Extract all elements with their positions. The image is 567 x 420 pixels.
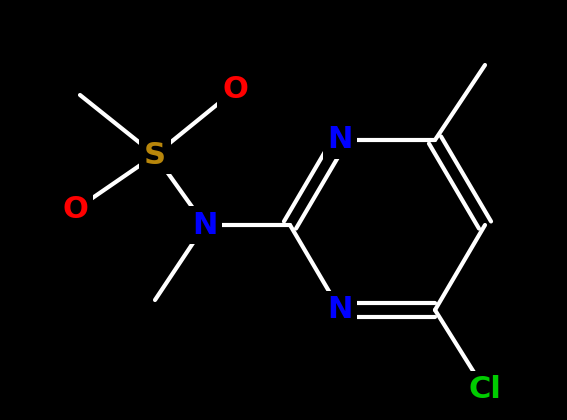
Text: O: O	[62, 195, 88, 225]
Text: N: N	[327, 126, 353, 155]
Text: N: N	[327, 296, 353, 325]
Text: S: S	[144, 141, 166, 170]
Text: O: O	[222, 76, 248, 105]
Text: Cl: Cl	[468, 375, 501, 404]
Text: N: N	[192, 210, 218, 239]
